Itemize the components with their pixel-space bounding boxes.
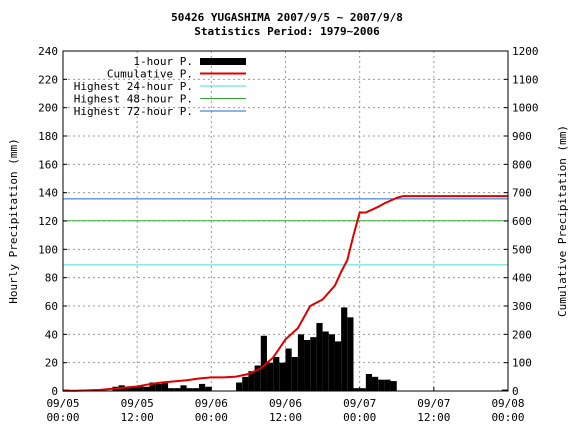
hourly-bar	[384, 379, 391, 391]
legend-swatch-bar	[200, 58, 246, 65]
hourly-bar	[168, 388, 175, 391]
hourly-bar	[266, 362, 274, 391]
y-tick-label-left: 200	[38, 102, 58, 115]
legend: 1-hour P.Cumulative P.Highest 24-hour P.…	[74, 55, 246, 118]
hourly-bar	[192, 388, 199, 391]
legend-label: Highest 48-hour P.	[74, 93, 193, 106]
hourly-bar	[334, 341, 342, 391]
y2-tick-label: 400	[512, 272, 532, 285]
hourly-bar	[322, 331, 329, 391]
y-tick-label-left: 60	[45, 300, 58, 313]
hourly-bar	[236, 382, 243, 391]
y2-tick-label: 1000	[512, 102, 539, 115]
hourly-bar	[143, 386, 150, 391]
hourly-bar	[279, 362, 286, 391]
hourly-bar	[390, 381, 397, 391]
hourly-bar	[149, 382, 156, 391]
y2-tick-label: 600	[512, 215, 532, 228]
y2-tick-label: 1100	[512, 73, 539, 86]
hourly-bar	[304, 340, 311, 391]
y-tick-label-left: 160	[38, 158, 58, 171]
hourly-bar	[155, 383, 162, 391]
y2-tick-label: 800	[512, 158, 532, 171]
hourly-bar	[501, 389, 508, 391]
y2-tick-label: 500	[512, 243, 532, 256]
y-axis-left-label: Hourly Precipitation (mm)	[7, 138, 20, 304]
x-tick-label: 09/06 00:00	[195, 397, 228, 424]
y-tick-label-left: 0	[51, 385, 58, 398]
hourly-bar	[291, 357, 298, 391]
cumulative-line	[63, 195, 508, 392]
hourly-bar	[248, 371, 255, 391]
threshold-lines	[63, 198, 508, 266]
hourly-bar	[341, 307, 348, 391]
hourly-bar	[174, 388, 181, 391]
hourly-bar	[328, 334, 335, 391]
hourly-bar	[316, 323, 323, 391]
legend-label: 1-hour P.	[133, 55, 193, 68]
hourly-bar	[254, 365, 261, 391]
hourly-bar	[260, 335, 267, 391]
y-tick-label-left: 100	[38, 243, 58, 256]
y-axis-left: 0 20 40 60 80 100 120 140 160 180 200 220 240	[38, 45, 508, 398]
cumulative-line-group	[63, 195, 508, 392]
hourly-bar	[378, 379, 385, 391]
y2-tick-label: 900	[512, 130, 532, 143]
hourly-bar	[180, 385, 187, 391]
legend-label: Cumulative P.	[107, 68, 193, 81]
y-tick-label-left: 240	[38, 45, 58, 58]
y2-tick-label: 100	[512, 357, 532, 370]
hourly-bar	[297, 334, 305, 391]
x-tick-label: 09/05 12:00	[121, 397, 154, 424]
y-tick-label-left: 140	[38, 187, 58, 200]
y-tick-label-left: 20	[45, 357, 58, 370]
x-tick-label: 09/07 12:00	[417, 397, 450, 424]
y-tick-label-left: 180	[38, 130, 58, 143]
y-tick-label-left: 220	[38, 73, 58, 86]
hourly-bar	[310, 337, 317, 391]
y2-tick-label: 700	[512, 187, 532, 200]
hourly-bar	[365, 374, 373, 391]
x-tick-label: 09/08 00:00	[491, 397, 524, 424]
hourly-bar	[285, 348, 292, 391]
hourly-bar	[124, 388, 131, 391]
y-tick-label-left: 80	[45, 272, 58, 285]
hourly-bar	[205, 386, 212, 391]
hourly-bars	[63, 307, 508, 391]
y2-tick-label: 1200	[512, 45, 539, 58]
hourly-bar	[347, 317, 354, 391]
y-tick-label-left: 40	[45, 328, 58, 341]
y2-tick-label: 0	[512, 385, 519, 398]
hourly-bar	[186, 388, 193, 391]
y2-tick-label: 200	[512, 328, 532, 341]
hourly-bar	[359, 388, 366, 391]
x-tick-label: 09/07 00:00	[343, 397, 376, 424]
hourly-bar	[273, 357, 280, 391]
x-tick-label: 09/05 00:00	[46, 397, 79, 424]
y-tick-label-left: 120	[38, 215, 58, 228]
x-tick-label: 09/06 12:00	[269, 397, 302, 424]
hourly-bar	[242, 376, 249, 391]
hourly-bar	[161, 382, 169, 391]
y2-tick-label: 300	[512, 300, 532, 313]
y-axis-right-label: Cumulative Precipitation (mm)	[556, 125, 569, 317]
chart-title: 50426 YUGASHIMA 2007/9/5 ~ 2007/9/8	[171, 11, 403, 24]
y-axis-right: 0 100 200 300 400 500 600 700 800 900 1000 1100 1200	[512, 45, 539, 398]
legend-label: Highest 72-hour P.	[74, 105, 193, 118]
hourly-bar	[198, 383, 206, 391]
legend-label: Highest 24-hour P.	[74, 80, 193, 93]
x-axis: 09/05 00:00 09/05 12:00 09/06 00:00 09/06 12:00…	[46, 387, 525, 424]
hourly-bar	[137, 385, 144, 391]
chart-subtitle: Statistics Period: 1979~2006	[194, 25, 380, 38]
hourly-bar	[130, 386, 138, 391]
hourly-bar	[353, 388, 360, 391]
hourly-bar	[372, 376, 379, 391]
